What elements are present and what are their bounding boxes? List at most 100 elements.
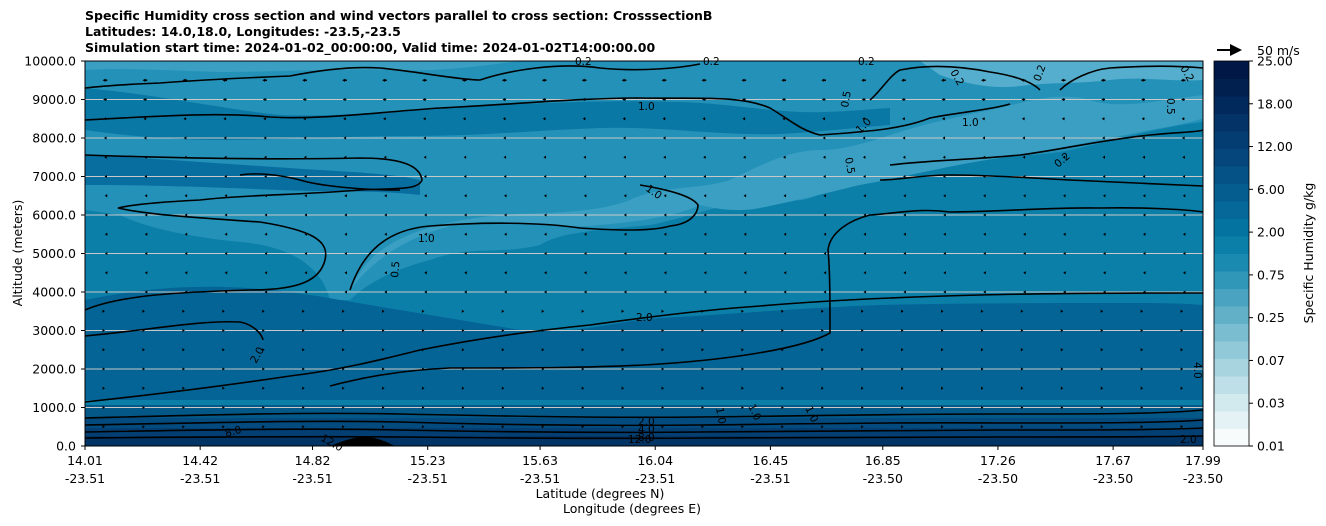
wind-arrow: [144, 271, 148, 275]
wind-arrow: [903, 271, 906, 275]
wind-arrow: [184, 290, 188, 294]
wind-arrow: [863, 290, 867, 294]
wind-arrow: [304, 290, 308, 294]
wind-arrow: [262, 328, 265, 333]
wind-arrow: [222, 425, 225, 429]
contour-label: 1.0: [962, 117, 979, 129]
wind-arrow: [382, 348, 385, 352]
wind-arrow: [980, 425, 984, 429]
wind-arrow: [263, 117, 267, 121]
wind-arrow: [501, 425, 505, 429]
wind-arrow: [304, 194, 307, 198]
wind-arrow: [501, 367, 505, 371]
contour-label: 2.0: [638, 416, 655, 428]
wind-arrow: [781, 309, 784, 313]
wind-arrow: [581, 78, 587, 82]
wind-arrow: [743, 232, 747, 236]
wind-arrow: [823, 194, 826, 198]
wind-arrow: [1022, 174, 1026, 179]
wind-arrow: [1101, 117, 1105, 121]
wind-arrow: [424, 194, 427, 198]
wind-arrow: [901, 405, 904, 410]
wind-arrow: [344, 174, 347, 179]
wind-arrow: [541, 405, 545, 410]
wind-arrow: [741, 78, 747, 82]
wind-arrow: [102, 386, 106, 390]
wind-arrow: [942, 136, 946, 140]
wind-arrow: [104, 271, 108, 275]
wind-arrow: [1063, 232, 1066, 236]
wind-arrow: [901, 328, 904, 333]
contour-label: 1.0: [418, 233, 435, 245]
wind-arrow: [184, 232, 188, 236]
wind-arrow: [302, 328, 305, 333]
wind-arrow: [1063, 290, 1066, 294]
wind-arrow: [223, 117, 227, 121]
wind-arrow: [703, 290, 707, 294]
contour-label: 0.2: [1032, 63, 1049, 83]
y-tick-label: 4000.0: [32, 285, 76, 300]
wind-arrow: [342, 348, 345, 352]
wind-arrow: [421, 348, 425, 352]
x-tick-label-longitude: -23.51: [180, 471, 220, 486]
wind-arrow: [224, 290, 228, 294]
wind-arrow: [1140, 328, 1144, 333]
wind-arrow: [943, 251, 946, 256]
wind-arrow: [741, 405, 744, 410]
wind-arrow: [621, 425, 625, 429]
wind-arrow: [1182, 213, 1186, 217]
wind-arrow: [583, 174, 587, 179]
wind-arrow: [342, 97, 347, 102]
wind-arrow: [701, 386, 704, 390]
x-tick-label-latitude: 16.04: [637, 453, 673, 468]
wind-arrow: [783, 251, 787, 256]
colorbar-segment: [1214, 183, 1249, 202]
x-tick-label-longitude: -23.51: [520, 471, 560, 486]
wind-arrow: [1100, 328, 1104, 333]
wind-arrow: [701, 328, 704, 333]
contour-line: [85, 97, 1011, 136]
wind-arrow: [503, 155, 507, 159]
wind-arrow: [182, 78, 188, 82]
wind-arrow: [382, 425, 385, 429]
wind-arrow: [184, 155, 187, 159]
wind-arrow: [1180, 328, 1184, 333]
colorbar-frame: [1213, 60, 1250, 447]
wind-arrow: [942, 117, 945, 121]
wind-arrow: [863, 251, 867, 256]
wind-arrow: [623, 213, 627, 217]
wind-arrow: [544, 213, 547, 217]
wind-arrow: [1021, 97, 1026, 102]
wind-arrow: [104, 155, 107, 159]
wind-arrow: [144, 194, 148, 198]
contour-line: [85, 292, 1203, 403]
wind-arrow: [581, 405, 585, 410]
wind-arrow: [862, 136, 866, 140]
wind-arrow: [943, 174, 946, 179]
wind-arrow: [344, 290, 347, 294]
wind-arrow: [1182, 271, 1186, 275]
wind-arrow: [1103, 290, 1106, 294]
wind-arrow: [942, 155, 946, 159]
colorbar-tick-label: 0.75: [1257, 267, 1285, 282]
colorbar-segment: [1214, 411, 1249, 429]
wind-arrow: [264, 174, 267, 179]
wind-arrow: [344, 251, 347, 256]
wind-arrow: [584, 290, 587, 294]
wind-arrow: [144, 251, 148, 256]
wind-arrow: [861, 386, 864, 390]
colorbar-segment: [1214, 306, 1249, 324]
wind-arrow: [661, 425, 665, 429]
colorbar-segment: [1214, 78, 1249, 97]
wind-arrow: [1100, 78, 1106, 82]
colorbar: 0.01 0.03 0.07 0.25 0.75 2.00 6.00 12.00 18.00 25…: [1214, 54, 1293, 454]
contour-label: 0.2: [575, 56, 592, 68]
colorbar-segment: [1214, 236, 1249, 254]
contour-label: 4.0: [1191, 362, 1203, 379]
wind-arrow: [541, 386, 545, 390]
contour-label: 8.0: [224, 424, 243, 440]
wind-arrow: [183, 117, 187, 121]
wind-arrow: [821, 309, 824, 313]
wind-arrow: [861, 309, 864, 313]
wind-arrow: [983, 290, 986, 294]
